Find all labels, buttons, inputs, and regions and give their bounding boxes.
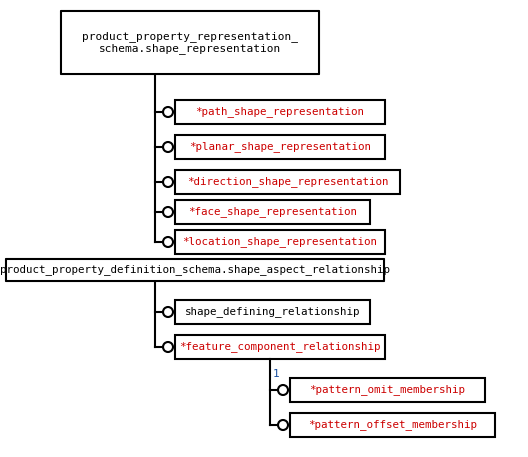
FancyBboxPatch shape bbox=[61, 11, 319, 74]
Circle shape bbox=[278, 385, 288, 395]
FancyBboxPatch shape bbox=[175, 100, 385, 124]
FancyBboxPatch shape bbox=[175, 170, 400, 194]
FancyBboxPatch shape bbox=[175, 200, 370, 224]
Text: 1: 1 bbox=[273, 369, 280, 379]
Circle shape bbox=[163, 142, 173, 152]
Text: *pattern_omit_membership: *pattern_omit_membership bbox=[309, 384, 466, 395]
Circle shape bbox=[163, 107, 173, 117]
FancyBboxPatch shape bbox=[175, 300, 370, 324]
Circle shape bbox=[163, 237, 173, 247]
FancyBboxPatch shape bbox=[6, 259, 384, 281]
Circle shape bbox=[163, 177, 173, 187]
Circle shape bbox=[163, 207, 173, 217]
Text: product_property_representation_
schema.shape_representation: product_property_representation_ schema.… bbox=[82, 31, 298, 54]
FancyBboxPatch shape bbox=[290, 378, 485, 402]
FancyBboxPatch shape bbox=[290, 413, 495, 437]
Text: *face_shape_representation: *face_shape_representation bbox=[188, 207, 357, 218]
FancyBboxPatch shape bbox=[175, 230, 385, 254]
Text: *feature_component_relationship: *feature_component_relationship bbox=[179, 341, 381, 352]
Circle shape bbox=[278, 420, 288, 430]
Circle shape bbox=[163, 307, 173, 317]
Text: *planar_shape_representation: *planar_shape_representation bbox=[189, 142, 371, 153]
FancyBboxPatch shape bbox=[175, 335, 385, 359]
Text: *location_shape_representation: *location_shape_representation bbox=[183, 237, 378, 247]
FancyBboxPatch shape bbox=[175, 135, 385, 159]
Text: *path_shape_representation: *path_shape_representation bbox=[195, 106, 364, 117]
Text: *pattern_offset_membership: *pattern_offset_membership bbox=[308, 420, 477, 430]
Text: shape_defining_relationship: shape_defining_relationship bbox=[185, 307, 360, 318]
Text: product_property_definition_schema.shape_aspect_relationship: product_property_definition_schema.shape… bbox=[0, 265, 390, 276]
Circle shape bbox=[163, 342, 173, 352]
Text: *direction_shape_representation: *direction_shape_representation bbox=[187, 176, 388, 187]
